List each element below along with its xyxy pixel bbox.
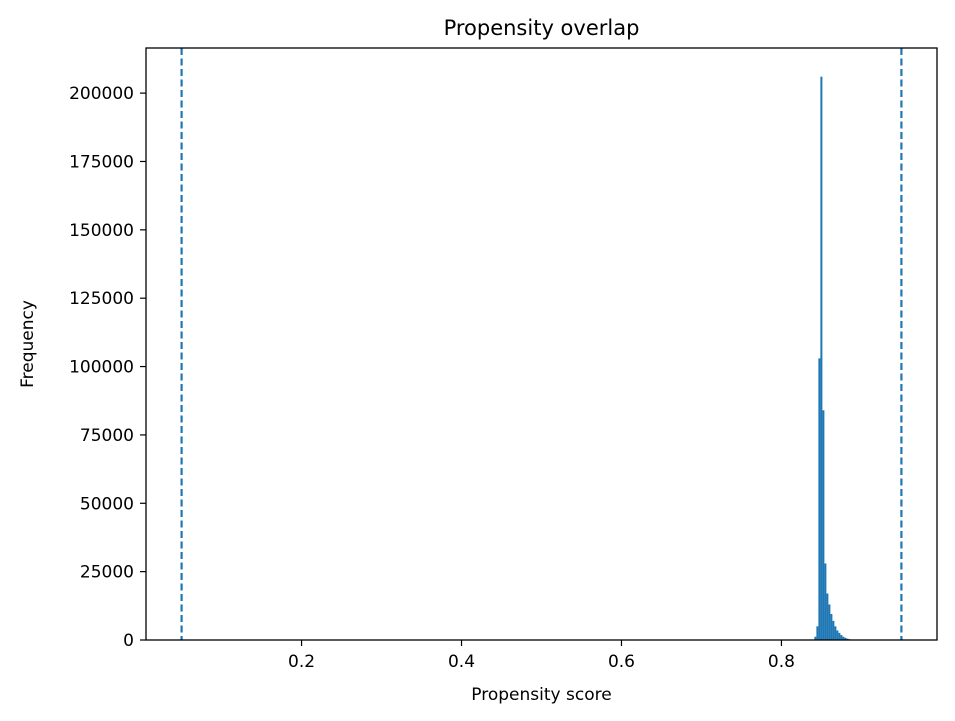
- y-tick-label: 25000: [80, 563, 134, 583]
- y-tick-label: 200000: [69, 84, 134, 104]
- x-axis-label: Propensity score: [471, 685, 611, 705]
- histogram-bar: [818, 358, 821, 640]
- y-tick-label: 125000: [69, 289, 134, 309]
- histogram-bar: [830, 614, 833, 640]
- plot-frame: [145, 47, 938, 641]
- histogram-bar: [836, 630, 839, 640]
- y-tick-label: 75000: [80, 426, 134, 446]
- y-axis-label: Frequency: [18, 300, 38, 388]
- histogram-bar: [824, 563, 827, 640]
- histogram-bar: [832, 620, 835, 640]
- histogram-bar: [828, 604, 831, 640]
- reference-lines: [180, 48, 903, 640]
- histogram-bar: [826, 593, 829, 640]
- histogram-bar: [844, 637, 847, 640]
- y-tick-label: 50000: [80, 494, 134, 514]
- y-tick-label: 150000: [69, 221, 134, 241]
- histogram-bar: [846, 638, 849, 640]
- x-tick-label: 0.8: [768, 652, 795, 672]
- histogram-bar: [840, 635, 843, 640]
- histogram-bar: [834, 626, 837, 640]
- x-tick-label: 0.2: [288, 652, 315, 672]
- y-tick-label: 175000: [69, 152, 134, 172]
- y-tick-label: 0: [123, 631, 134, 651]
- histogram-bar: [820, 76, 823, 640]
- x-tick-label: 0.4: [448, 652, 475, 672]
- y-axis-ticks: 0 25000 50000 75000 100000 125000 150000 175000…: [69, 84, 146, 651]
- histogram-bar: [842, 636, 845, 640]
- histogram-bar: [814, 636, 817, 640]
- x-tick-label: 0.6: [608, 652, 635, 672]
- histogram-bars: [814, 76, 855, 640]
- x-axis-ticks: 0.2 0.4 0.6 0.8: [288, 640, 795, 672]
- y-tick-label: 100000: [69, 358, 134, 378]
- histogram-bar: [822, 410, 825, 640]
- chart-title: Propensity overlap: [444, 16, 640, 40]
- histogram-bar: [816, 626, 819, 640]
- histogram-bar: [838, 632, 841, 640]
